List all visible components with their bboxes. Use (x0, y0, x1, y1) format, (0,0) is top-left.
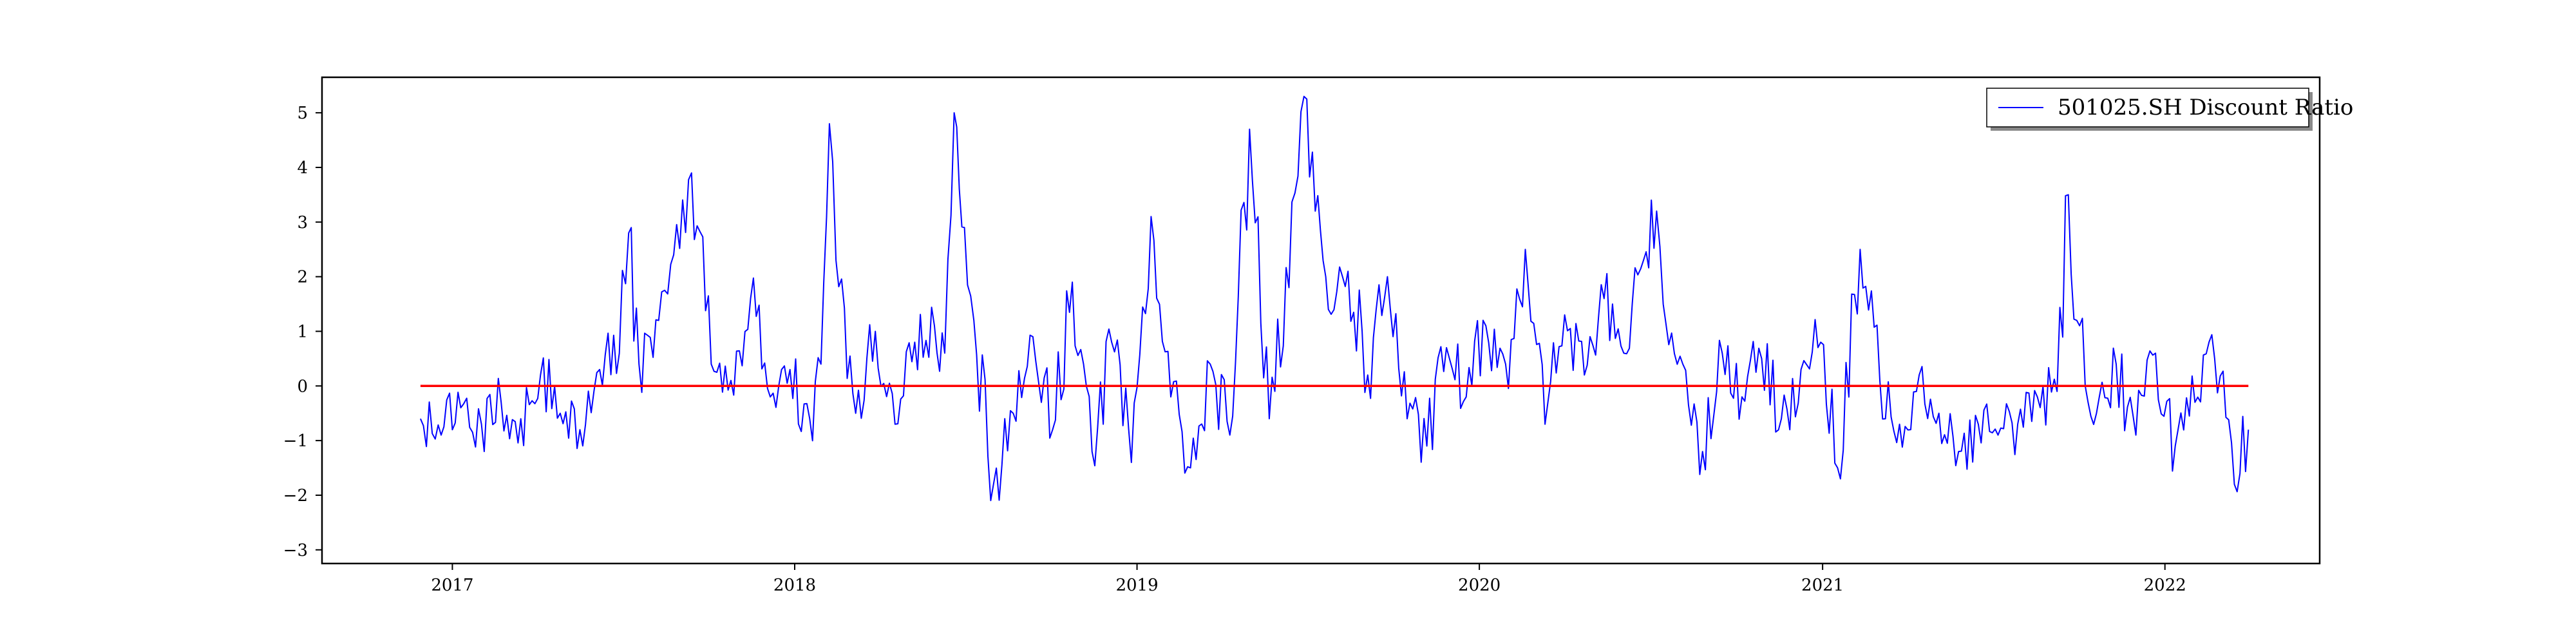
y-tick-label: −3 (283, 541, 308, 560)
y-tick-label: 4 (297, 158, 308, 178)
series-layer (419, 95, 2249, 502)
y-tick-label: 2 (297, 268, 308, 287)
y-tick-label: −1 (283, 431, 308, 451)
axes-layer: 2017 2018 2019 2020 2021 2022 −3 −2 −1 0 1 2 3 4 5 (283, 76, 2321, 595)
y-tick-label: −2 (283, 486, 308, 506)
x-tick-label: 2022 (2144, 576, 2186, 595)
y-tick-label: 0 (297, 377, 308, 396)
x-tick-label: 2018 (773, 576, 816, 595)
legend: 501025.SH Discount Ratio (1986, 88, 2353, 131)
x-tick-label: 2021 (1801, 576, 1844, 595)
x-tick-label: 2017 (431, 576, 473, 595)
y-tick-label: 1 (297, 322, 308, 341)
y-tick-label: 5 (297, 104, 308, 123)
x-tick-label: 2019 (1115, 576, 1158, 595)
legend-label: 501025.SH Discount Ratio (2058, 95, 2353, 120)
series-line-discount-ratio (419, 95, 2249, 502)
plot-frame (321, 76, 2321, 565)
y-tick-label: 3 (297, 213, 308, 232)
x-tick-label: 2020 (1458, 576, 1501, 595)
